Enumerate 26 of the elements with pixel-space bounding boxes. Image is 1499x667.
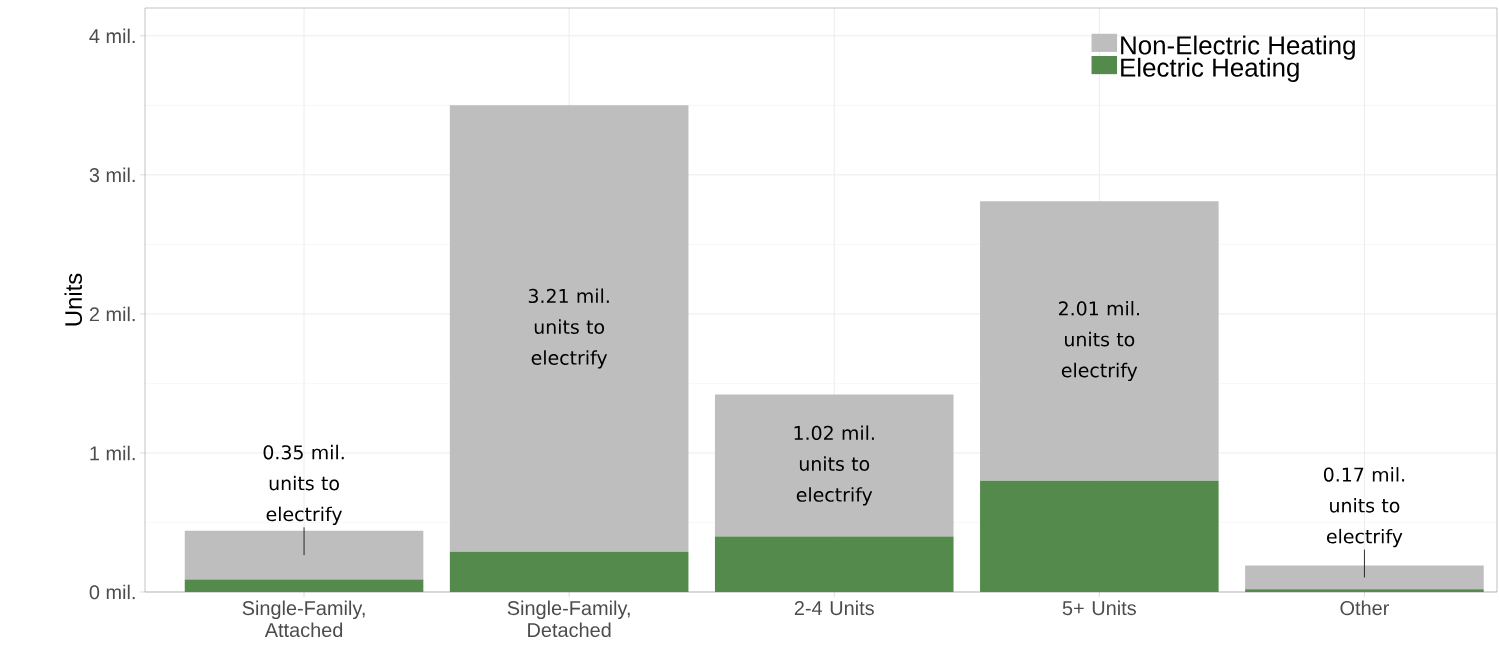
data-label: 3.21 mil. units to electrify — [528, 288, 609, 369]
x-tick-label: 2-4 Units — [794, 600, 874, 616]
x-tick-label: Single-Family, Attached — [242, 600, 365, 638]
bar — [714, 394, 954, 537]
bar — [980, 480, 1219, 592]
bar — [184, 530, 424, 580]
y-tick-label: 2 mil. — [89, 306, 135, 322]
bar — [1245, 565, 1484, 590]
data-label: 0.35 mil. units to electrify — [263, 444, 344, 525]
bar — [714, 536, 954, 592]
x-tick-label: Single-Family, Detached — [507, 600, 630, 638]
data-label: 0.17 mil. units to electrify — [1323, 467, 1405, 548]
y-tick-label: 1 mil. — [90, 445, 135, 461]
bar — [1245, 589, 1484, 592]
x-tick-label: 5+ Units — [1062, 600, 1136, 616]
bar — [449, 551, 689, 592]
data-label: 1.02 mil. units to electrify — [794, 425, 874, 506]
bar — [449, 105, 689, 552]
y-tick-label: 0 mil. — [89, 584, 135, 600]
x-tick-label: Other — [1340, 600, 1389, 616]
data-label: 2.01 mil. units to electrify — [1059, 300, 1139, 382]
bar — [980, 201, 1219, 481]
y-axis-title: Units — [64, 273, 83, 326]
bar — [184, 579, 424, 592]
y-tick-label: 4 mil. — [89, 28, 135, 44]
y-tick-label: 3 mil. — [89, 167, 135, 183]
